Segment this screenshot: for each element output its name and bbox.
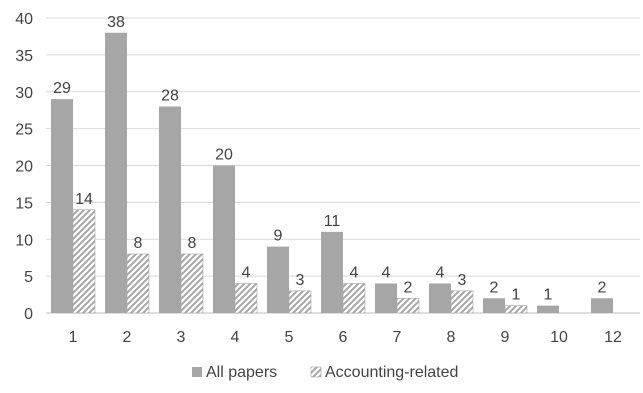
data-label: 2	[404, 279, 413, 296]
data-label: 3	[296, 272, 305, 289]
x-tick-label: 10	[550, 329, 568, 346]
data-label: 14	[75, 191, 93, 208]
data-label: 4	[242, 265, 251, 282]
data-label: 4	[436, 265, 445, 282]
y-tick-label: 15	[15, 195, 33, 212]
data-label: 9	[274, 228, 283, 245]
legend-swatch	[310, 366, 322, 378]
x-tick-label: 6	[339, 329, 348, 346]
x-tick-label: 5	[285, 329, 294, 346]
x-tick-label: 1	[69, 329, 78, 346]
bar-all-papers	[429, 283, 451, 313]
bar-all-papers	[159, 106, 181, 313]
legend-swatch	[192, 367, 202, 377]
bar-accounting-related	[342, 283, 366, 314]
data-label: 38	[107, 14, 125, 31]
bars	[51, 32, 613, 314]
data-label: 29	[53, 80, 71, 97]
data-label: 2	[490, 279, 499, 296]
bar-accounting-related	[450, 290, 474, 314]
bar-all-papers	[51, 99, 73, 313]
bar-accounting-related	[72, 209, 96, 314]
y-tick-label: 20	[15, 159, 33, 176]
bar-accounting-related	[180, 253, 204, 314]
bar-all-papers	[321, 231, 343, 313]
y-tick-label: 10	[15, 232, 33, 249]
bar-accounting-related	[234, 283, 258, 314]
data-label: 8	[188, 235, 197, 252]
data-label: 1	[512, 287, 521, 304]
bar-all-papers	[591, 298, 613, 313]
data-label: 20	[215, 147, 233, 164]
x-tick-label: 2	[123, 329, 132, 346]
bar-accounting-related	[288, 290, 312, 314]
bar-all-papers	[213, 165, 235, 313]
bar-all-papers	[267, 246, 289, 313]
x-tick-label: 9	[501, 329, 510, 346]
data-label: 28	[161, 88, 179, 105]
x-tick-label: 8	[447, 329, 456, 346]
bar-all-papers	[537, 305, 559, 313]
data-label: 8	[134, 235, 143, 252]
data-label: 3	[458, 272, 467, 289]
legend-label: Accounting-related	[325, 364, 458, 381]
y-tick-label: 25	[15, 122, 33, 139]
bar-all-papers	[483, 298, 505, 313]
legend: All papers Accounting-related	[192, 364, 458, 381]
bar-accounting-related	[504, 305, 528, 314]
data-label: 11	[324, 213, 341, 230]
bar-accounting-related	[396, 297, 420, 314]
legend-item-all-papers: All papers	[192, 364, 277, 381]
y-tick-label: 35	[15, 48, 33, 65]
x-tick-label: 7	[393, 329, 402, 346]
data-label: 2	[598, 279, 607, 296]
data-label: 1	[544, 287, 553, 304]
legend-label: All papers	[206, 364, 277, 381]
data-label: 4	[382, 265, 391, 282]
y-tick-label: 0	[24, 306, 33, 323]
y-tick-label: 30	[15, 85, 33, 102]
bar-accounting-related	[126, 253, 150, 314]
y-tick-label: 40	[15, 11, 33, 28]
bar-all-papers	[375, 283, 397, 313]
x-tick-label: 3	[177, 329, 186, 346]
x-tick-label: 12	[604, 329, 622, 346]
legend-item-accounting-related: Accounting-related	[310, 364, 458, 381]
x-tick-label: 4	[231, 329, 240, 346]
y-axis-ticks: 0 5 10 15 20 25 30 35 40	[15, 11, 33, 323]
x-axis-ticks: 1 2 3 4 5 6 7 8 9 10 12	[69, 329, 622, 346]
y-tick-label: 5	[24, 269, 33, 286]
data-label: 4	[350, 265, 359, 282]
bar-all-papers	[105, 32, 127, 313]
